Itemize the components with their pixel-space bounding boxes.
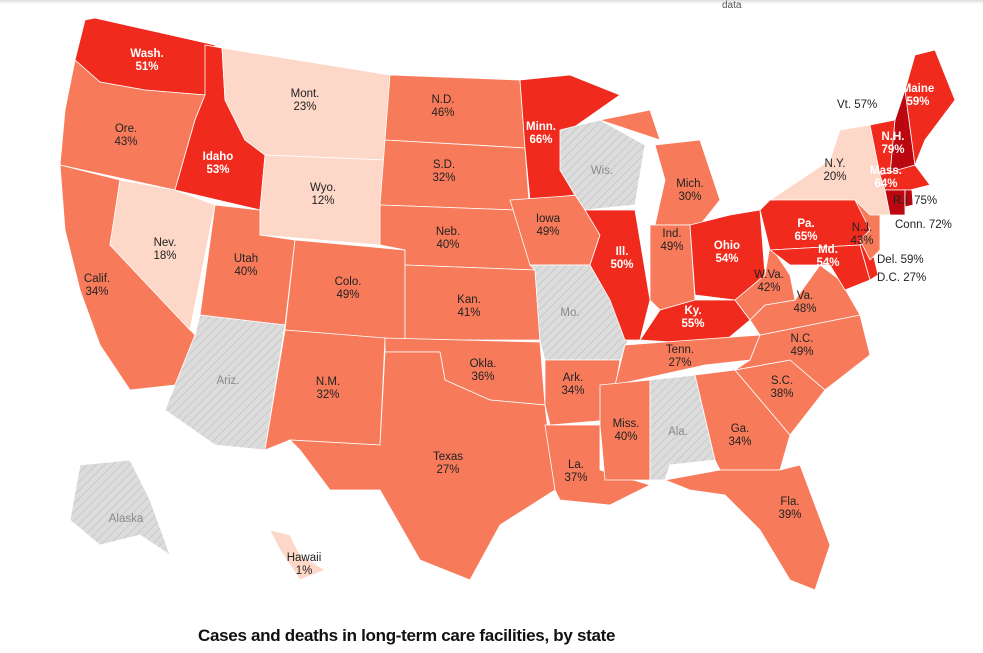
state-callout-dc: D.C. 27% (877, 272, 926, 284)
state-callout-vt: Vt. 57% (837, 99, 877, 111)
state-ma[interactable] (879, 164, 931, 191)
state-label-mo: Mo. (560, 307, 579, 319)
state-fl[interactable] (663, 464, 831, 591)
state-label-nm: N.M. 32% (316, 376, 340, 401)
state-label-il: Ill. 50% (610, 246, 633, 271)
state-az[interactable] (164, 314, 286, 451)
top-divider (0, 0, 983, 4)
state-label-ar: Ark. 34% (561, 372, 584, 397)
state-label-ms: Miss. 40% (613, 418, 640, 443)
state-label-ky: Ky. 55% (681, 305, 704, 330)
state-tx[interactable] (288, 351, 556, 581)
state-label-nh: N.H. 79% (881, 131, 904, 156)
state-label-sc: S.C. 38% (770, 375, 793, 400)
state-label-nd: N.D. 46% (431, 94, 454, 119)
state-label-ia: Iowa 49% (536, 213, 561, 238)
state-label-co: Colo. 49% (335, 276, 362, 301)
state-label-nj: N.J. 43% (850, 222, 873, 247)
state-label-ne: Neb. 40% (436, 226, 460, 251)
state-label-oh: Ohio 54% (714, 240, 740, 265)
state-label-sd: S.D. 32% (432, 159, 455, 184)
state-label-mt: Mont. 23% (291, 88, 320, 113)
state-label-la: La. 37% (564, 459, 587, 484)
state-hi[interactable] (269, 529, 326, 581)
state-label-ma: Mass. 64% (870, 165, 902, 190)
state-nc[interactable] (734, 314, 871, 391)
state-wv[interactable] (734, 243, 796, 321)
state-label-wv: W.Va. 42% (754, 269, 784, 294)
state-label-hi: Hawaii 1% (287, 552, 322, 577)
state-label-ok: Okla. 36% (470, 358, 497, 383)
state-label-pa: Pa. 65% (794, 218, 817, 243)
state-mi[interactable] (598, 109, 661, 141)
state-ri[interactable] (904, 189, 914, 208)
state-wi[interactable] (559, 119, 646, 211)
state-label-ks: Kan. 41% (457, 294, 481, 319)
state-label-va: Va. 48% (793, 290, 816, 315)
state-label-fl: Fla. 39% (778, 496, 801, 521)
state-nd[interactable] (384, 74, 526, 149)
state-label-nc: N.C. 49% (790, 333, 813, 358)
state-tn[interactable] (614, 334, 761, 386)
state-label-id: Idaho 53% (203, 151, 234, 176)
state-ak[interactable] (69, 459, 171, 557)
state-label-in: Ind. 49% (660, 228, 683, 253)
state-label-az: Ariz. (217, 375, 240, 387)
state-label-ny: N.Y. 20% (823, 158, 846, 183)
state-label-ak: Alaska (109, 513, 144, 525)
state-il[interactable] (584, 209, 651, 341)
state-label-tn: Tenn. 27% (666, 344, 694, 369)
state-label-md: Md. 54% (816, 244, 839, 269)
state-ms[interactable] (599, 379, 651, 481)
state-callout-ri: R.I. 75% (893, 195, 937, 207)
state-wy[interactable] (259, 154, 386, 246)
state-label-ut: Utah 40% (234, 253, 258, 278)
state-callout-ct: Conn. 72% (895, 219, 952, 231)
state-label-ga: Ga. 34% (728, 423, 751, 448)
state-label-al: Ala. (668, 426, 688, 438)
state-label-wy: Wyo. 12% (310, 182, 336, 207)
state-label-ca: Calif. 34% (84, 273, 110, 298)
state-label-or: Ore. 43% (114, 123, 137, 148)
state-label-wa: Wash. 51% (130, 48, 163, 73)
section-title: Cases and deaths in long-term care facil… (198, 626, 616, 645)
state-label-mn: Minn. 66% (526, 121, 556, 146)
state-ct[interactable] (884, 189, 906, 216)
state-label-wi: Wis. (591, 165, 613, 177)
state-nv[interactable] (109, 179, 216, 331)
state-label-me: Maine 59% (902, 83, 935, 108)
state-label-nv: Nev. 18% (153, 237, 176, 262)
state-callout-de: Del. 59% (877, 254, 924, 266)
state-label-mi: Mich. 30% (676, 178, 703, 203)
state-label-tx: Texas 27% (433, 451, 463, 476)
state-la[interactable] (544, 424, 652, 506)
data-link[interactable]: data (722, 0, 742, 11)
